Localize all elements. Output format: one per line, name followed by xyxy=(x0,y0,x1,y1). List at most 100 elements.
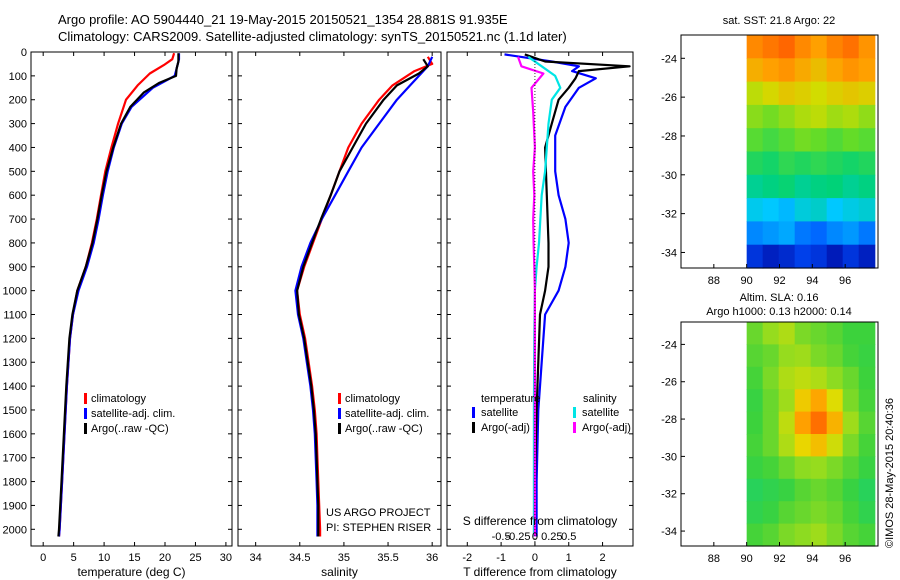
diff-legend-label-sal-argo: Argo(-adj) xyxy=(582,422,631,434)
sst_map-cell xyxy=(794,58,812,83)
salinity-xtick-label: 34.5 xyxy=(289,552,310,564)
temperature-legend-swatch xyxy=(84,408,87,419)
sst_map-cell xyxy=(794,35,812,59)
sla_map-cell xyxy=(794,411,812,435)
sla_map-ytick-label: -34 xyxy=(661,526,677,538)
sla_map-cell xyxy=(778,344,796,368)
temperature-xtick-label: 25 xyxy=(189,552,201,564)
sst_map-cell xyxy=(858,244,876,269)
sla_map-cell xyxy=(746,501,764,525)
sst_map-cell xyxy=(826,174,844,199)
difference-panel: -2 -1 0 1 2T difference from climatology xyxy=(446,51,634,579)
sla_map-xtick-label: 90 xyxy=(741,553,753,565)
sla_map-cell xyxy=(858,501,876,525)
difference-frame xyxy=(446,51,634,547)
sst_map-cell xyxy=(778,198,796,222)
sla_map-cell xyxy=(842,501,860,525)
sst_map-cell xyxy=(762,221,780,246)
depth-tick-label: 1500 xyxy=(3,405,27,417)
sla_map-cell xyxy=(826,434,844,457)
salinity-annotation: PI: STEPHEN RISER xyxy=(326,522,431,534)
sla_map-cell xyxy=(794,389,812,413)
salinity-xtick-label: 35 xyxy=(338,552,350,564)
sla_map-cell xyxy=(762,523,780,547)
sla_map-cell xyxy=(762,389,780,413)
sla_map-cell xyxy=(842,322,860,345)
sst_map-ytick-label: -30 xyxy=(661,170,677,182)
sla_map-cell xyxy=(778,501,796,525)
sla_map-cell xyxy=(858,523,876,547)
sst_map-cell xyxy=(810,174,828,199)
difference-xtick-label: 2 xyxy=(600,552,606,564)
sst_map-cell xyxy=(778,174,796,199)
sla_map-cell xyxy=(778,523,796,547)
sst_map-ytick-label: -34 xyxy=(661,247,677,259)
salinity-series-argo-raw-qc- xyxy=(296,58,429,537)
sst_map-cell xyxy=(810,81,828,106)
salinity-annotation: US ARGO PROJECT xyxy=(326,507,431,519)
sla_map-cell xyxy=(842,411,860,435)
sla_map-cell xyxy=(762,322,780,345)
depth-tick-label: 1400 xyxy=(3,381,27,393)
diff-legend-label-sal-satellite: satellite xyxy=(582,407,619,419)
sla_map-cell xyxy=(858,434,876,457)
sla_map-cell xyxy=(858,389,876,413)
depth-tick-label: 500 xyxy=(9,166,27,178)
sla_map-cell xyxy=(810,434,828,457)
sst_map-xtick-label: 94 xyxy=(806,275,818,287)
sla_map-cell xyxy=(826,322,844,345)
sst_map-cell xyxy=(810,35,828,59)
sla_map-cell xyxy=(746,366,764,390)
sla_map-cell xyxy=(810,322,828,345)
sst_map-cell xyxy=(826,104,844,129)
diff-legend-swatch-temp-satellite xyxy=(472,407,475,418)
sla_map-ytick-label: -24 xyxy=(661,339,677,351)
sla_map-cell xyxy=(842,344,860,368)
sst_map-cell xyxy=(746,128,764,153)
sla_map-cell xyxy=(858,322,876,345)
sst-map-title: sat. SST: 21.8 Argo: 22 xyxy=(723,15,836,27)
sst_map-cell xyxy=(746,81,764,106)
sst_map-cell xyxy=(794,221,812,246)
sst_map-cell xyxy=(762,81,780,106)
salinity-panel: 34 34.5 35 35.5 36 salinity xyxy=(237,51,442,579)
temperature-xlabel: temperature (deg C) xyxy=(77,565,185,579)
salinity-legend-label: satellite-adj. clim. xyxy=(345,408,429,420)
sla_map-cell xyxy=(794,456,812,480)
temperature-xtick-label: 5 xyxy=(71,552,77,564)
sst_map-cell xyxy=(858,58,876,83)
temperature-xtick-label: 10 xyxy=(98,552,110,564)
sla_map-cell xyxy=(746,322,764,345)
sst_map-cell xyxy=(762,104,780,129)
diff-legend-label-temp-argo: Argo(-adj) xyxy=(481,422,530,434)
difference-series-salinity-argo-adj- xyxy=(516,56,545,537)
sla_map-cell xyxy=(778,322,796,345)
sst_map-cell xyxy=(794,174,812,199)
sst_map-cell xyxy=(842,81,860,106)
sla_map-xtick-label: 96 xyxy=(839,553,851,565)
sla_map-cell xyxy=(826,389,844,413)
sst_map-cell xyxy=(810,221,828,246)
sst_map-cell xyxy=(762,58,780,83)
sst_map-cell xyxy=(778,81,796,106)
sst_map-xtick-label: 92 xyxy=(773,275,785,287)
sst_map-cell xyxy=(778,221,796,246)
salinity-legend-label: climatology xyxy=(345,393,401,405)
temperature-xtick-label: 15 xyxy=(128,552,140,564)
sst_map-cell xyxy=(842,174,860,199)
sst_map-cell xyxy=(794,198,812,222)
sla_map-ytick-label: -30 xyxy=(661,451,677,463)
sla_map-cell xyxy=(810,389,828,413)
sla_map-cell xyxy=(842,456,860,480)
depth-tick-label: 1900 xyxy=(3,500,27,512)
difference-xlabel: T difference from climatology xyxy=(463,565,617,579)
sla_map-cell xyxy=(762,456,780,480)
sst_map-cell xyxy=(842,104,860,129)
sst_map-cell xyxy=(826,244,844,269)
sst_map-cell xyxy=(826,221,844,246)
sla_map-cell xyxy=(794,523,812,547)
sla_map-cell xyxy=(762,434,780,457)
diff-legend-label-temp-satellite: satellite xyxy=(481,407,518,419)
sla_map-cell xyxy=(746,523,764,547)
